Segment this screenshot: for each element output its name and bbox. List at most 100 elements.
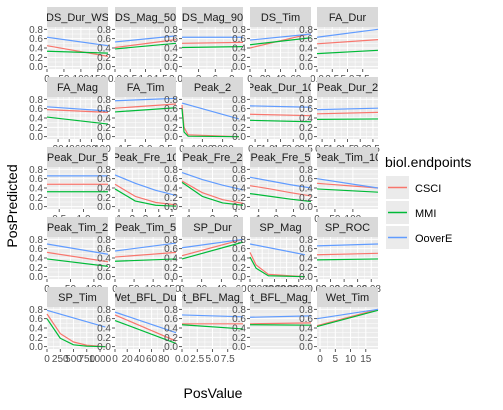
facet-strip: [182, 77, 243, 97]
facet-strip: [115, 217, 176, 237]
x-tick-label: 2.5: [190, 354, 204, 365]
y-tick-label: 0.6: [164, 104, 178, 115]
facet-strip-label: SP_Tim: [58, 292, 97, 304]
y-tick-label: 0.4: [97, 184, 111, 195]
legend: biol.endpoints CSCI MMI OoverE: [385, 154, 471, 249]
y-tick-label: 0.8: [299, 165, 313, 176]
x-axis-title: PosValue: [184, 385, 243, 401]
y-tick-label: 0.4: [29, 44, 43, 55]
series-line-oovere: [249, 315, 312, 318]
y-tick-label: 0.6: [232, 314, 246, 325]
facet-strip: [182, 287, 243, 307]
series-line-mmi: [114, 188, 177, 207]
facet-strip-label: Peak_Tim_5: [115, 222, 176, 234]
facet-strip-label: FA_Mag: [57, 82, 98, 94]
series-line-mmi: [46, 258, 109, 267]
series-line-csci: [114, 251, 177, 258]
y-tick-label: 0.0: [97, 342, 111, 353]
series-line-csci: [249, 185, 312, 197]
x-tick-label: 0: [112, 354, 118, 365]
y-tick-label: 0.2: [232, 333, 246, 344]
y-tick-label: 0.8: [232, 25, 246, 36]
y-tick-label: 0.2: [97, 263, 111, 274]
y-tick-label: 0.2: [299, 263, 313, 274]
y-tick-label: 0.2: [299, 333, 313, 344]
y-tick-label: 0.2: [232, 123, 246, 134]
y-tick-label: 0.2: [29, 333, 43, 344]
facet-strip: [115, 287, 176, 307]
y-tick-label: 0.6: [29, 244, 43, 255]
y-tick-label: 0.2: [232, 53, 246, 64]
series-line-oovere: [316, 107, 379, 111]
legend-label: MMI: [415, 208, 436, 220]
y-tick-label: 0.8: [29, 95, 43, 106]
y-tick-label: 0.8: [164, 95, 178, 106]
y-tick-label: 0.8: [232, 235, 246, 246]
series-line-mmi: [181, 181, 244, 206]
series-line-oovere: [181, 102, 240, 120]
facet-strip: [47, 217, 108, 237]
series-line-mmi: [181, 324, 244, 330]
y-tick-label: 0.2: [29, 193, 43, 204]
series-line-csci: [114, 314, 177, 342]
y-tick-label: 0.2: [29, 123, 43, 134]
facet-strip-label: Peak_Fre_2: [183, 152, 243, 164]
series-line-mmi: [249, 193, 312, 203]
y-tick-label: 0.2: [29, 263, 43, 274]
y-tick-label: 0.6: [164, 34, 178, 45]
facet-strip-label: SP_Dur: [193, 222, 232, 234]
series-line-mmi: [316, 258, 379, 261]
y-tick-label: 0.4: [164, 114, 178, 125]
x-tick-label: 5: [333, 354, 339, 365]
facet-strip: [317, 147, 378, 167]
facet-strip: [317, 77, 378, 97]
x-tick-label: 60: [146, 354, 158, 365]
y-tick-label: 0.2: [299, 53, 313, 64]
series-line-csci: [46, 313, 106, 348]
y-tick-label: 0.6: [232, 244, 246, 255]
series-line-csci: [181, 180, 244, 204]
series-line-oovere: [46, 243, 109, 255]
series-line-csci: [316, 39, 379, 45]
y-tick-label: 0.4: [97, 324, 111, 335]
y-tick-label: 0.6: [97, 174, 111, 185]
y-tick-label: 0.0: [29, 62, 43, 73]
x-tick-label: 5.0: [206, 354, 220, 365]
facet-strip: [47, 287, 108, 307]
x-tick-label: 250: [52, 354, 69, 365]
y-tick-label: 0.6: [29, 314, 43, 325]
facet-strip: [47, 77, 108, 97]
series-line-oovere: [114, 97, 177, 102]
y-tick-label: 0.0: [97, 202, 111, 213]
series-line-mmi: [46, 318, 106, 348]
series-line-csci: [114, 103, 177, 109]
y-tick-label: 0.6: [29, 34, 43, 45]
y-tick-label: 0.0: [97, 272, 111, 283]
y-tick-label: 0.8: [97, 305, 111, 316]
y-tick-label: 0.0: [299, 62, 313, 73]
y-tick-label: 0.8: [29, 25, 43, 36]
y-tick-label: 0.6: [97, 34, 111, 45]
y-tick-label: 0.8: [164, 235, 178, 246]
x-tick-label: 80: [158, 354, 170, 365]
facet-panel: DS_Mag_900.00.20.40.60.8369: [164, 7, 244, 85]
series-line-mmi: [114, 42, 177, 50]
facet-strip: [115, 77, 176, 97]
facet-panel: Peak_Fre_100.00.20.40.60.812345: [97, 147, 177, 225]
series-line-csci: [316, 111, 379, 115]
facet-strip: [250, 287, 311, 307]
facet-panel: SP_ROC0.00.20.40.60.80.000.020.040.060.0…: [299, 217, 381, 295]
y-tick-label: 0.6: [232, 174, 246, 185]
facet-panel: Peak_Tim_20.00.20.40.60.8050100: [29, 217, 109, 295]
legend-label: CSCI: [415, 183, 441, 195]
y-tick-label: 0.8: [299, 305, 313, 316]
y-tick-label: 0.4: [232, 254, 246, 265]
y-tick-label: 0.2: [97, 193, 111, 204]
facet-strip-label: Peak_Tim_2: [47, 222, 108, 234]
y-tick-label: 0.0: [97, 62, 111, 73]
y-tick-label: 0.6: [29, 174, 43, 185]
series-line-oovere: [114, 311, 177, 334]
series-line-oovere: [316, 308, 379, 320]
y-tick-label: 0.0: [232, 62, 246, 73]
